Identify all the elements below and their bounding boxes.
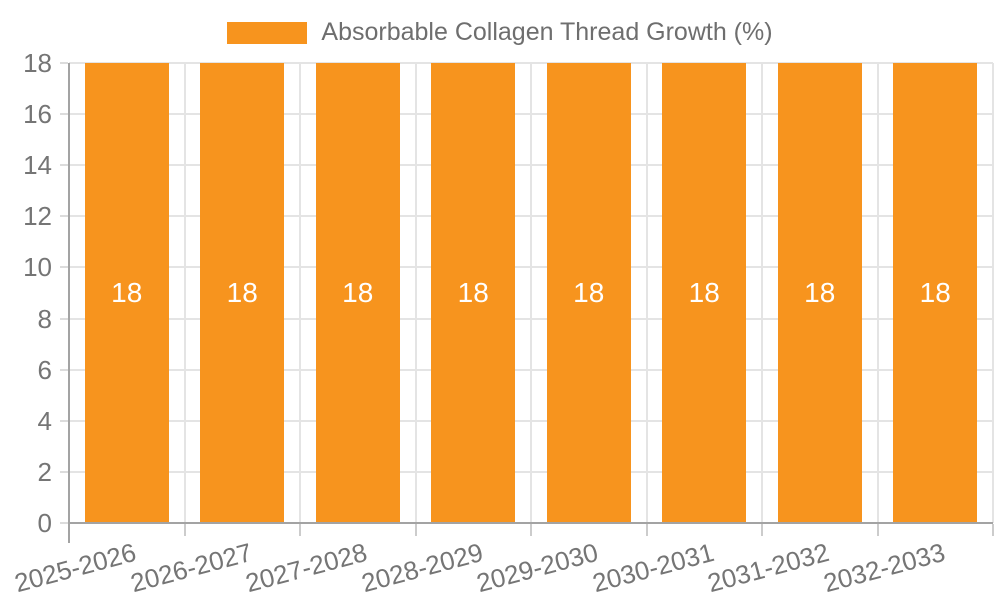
y-tick-mark [60, 62, 68, 64]
bar[interactable]: 18 [84, 63, 169, 523]
y-tick-mark [60, 164, 68, 167]
x-tick-mark [183, 524, 186, 536]
bar-value-label: 18 [111, 277, 143, 308]
x-tick-mark [992, 524, 994, 536]
y-tick-label: 8 [37, 303, 52, 334]
v-gridline [299, 63, 301, 523]
x-tick-mark [645, 524, 648, 536]
v-gridline [414, 63, 417, 523]
bar[interactable]: 18 [777, 63, 862, 523]
bar-value-label: 18 [804, 277, 836, 308]
bar[interactable]: 18 [431, 63, 516, 523]
y-tick-mark [60, 317, 68, 320]
bar-value-label: 18 [688, 277, 720, 308]
x-tick-label: 2031-2032 [704, 537, 833, 599]
bar[interactable]: 18 [662, 63, 747, 523]
y-tick-mark [60, 266, 68, 269]
x-tick-label: 2029-2030 [473, 537, 602, 599]
y-tick-mark [60, 522, 68, 524]
x-tick-label: 2026-2027 [127, 537, 256, 599]
y-tick-label: 12 [23, 201, 52, 232]
y-tick-label: 18 [23, 48, 52, 78]
y-tick-label: 6 [37, 354, 52, 385]
x-axis-line [69, 522, 993, 524]
x-tick-label: 2025-2026 [11, 537, 140, 599]
x-tick-mark [414, 524, 417, 536]
y-tick-label: 2 [37, 456, 52, 487]
x-tick-mark [530, 524, 532, 536]
v-gridline [530, 63, 532, 523]
y-tick-label: 10 [23, 252, 52, 283]
bar-value-label: 18 [573, 277, 605, 308]
y-axis-line [68, 63, 70, 543]
x-tick-mark [876, 524, 879, 536]
v-gridline [645, 63, 648, 523]
y-tick-mark [60, 419, 68, 422]
x-tick-mark [299, 524, 301, 536]
v-gridline [876, 63, 879, 523]
y-tick-label: 14 [23, 150, 52, 181]
y-tick-label: 16 [23, 99, 52, 130]
bar[interactable]: 18 [546, 63, 631, 523]
bar[interactable]: 18 [893, 63, 978, 523]
bar-value-label: 18 [226, 277, 258, 308]
x-tick-label: 2032-2033 [820, 537, 949, 599]
v-gridline [992, 63, 994, 523]
y-tick-label: 0 [37, 508, 52, 538]
y-tick-label: 4 [37, 405, 52, 436]
bar-value-label: 18 [919, 277, 951, 308]
x-tick-mark [761, 524, 763, 536]
x-tick-label: 2027-2028 [242, 537, 371, 599]
y-tick-mark [60, 113, 68, 116]
bar-value-label: 18 [342, 277, 374, 308]
bar-value-label: 18 [457, 277, 489, 308]
legend-swatch [227, 21, 308, 44]
v-gridline [183, 63, 186, 523]
chart-legend[interactable]: Absorbable Collagen Thread Growth (%) [0, 18, 1000, 47]
y-tick-mark [60, 470, 68, 473]
y-tick-mark [60, 368, 68, 371]
bar[interactable]: 18 [315, 63, 400, 523]
x-tick-label: 2028-2029 [358, 537, 487, 599]
x-tick-label: 2030-2031 [589, 537, 718, 599]
legend-label: Absorbable Collagen Thread Growth (%) [321, 18, 773, 46]
y-tick-mark [60, 215, 68, 218]
bar[interactable]: 18 [200, 63, 285, 523]
v-gridline [761, 63, 763, 523]
